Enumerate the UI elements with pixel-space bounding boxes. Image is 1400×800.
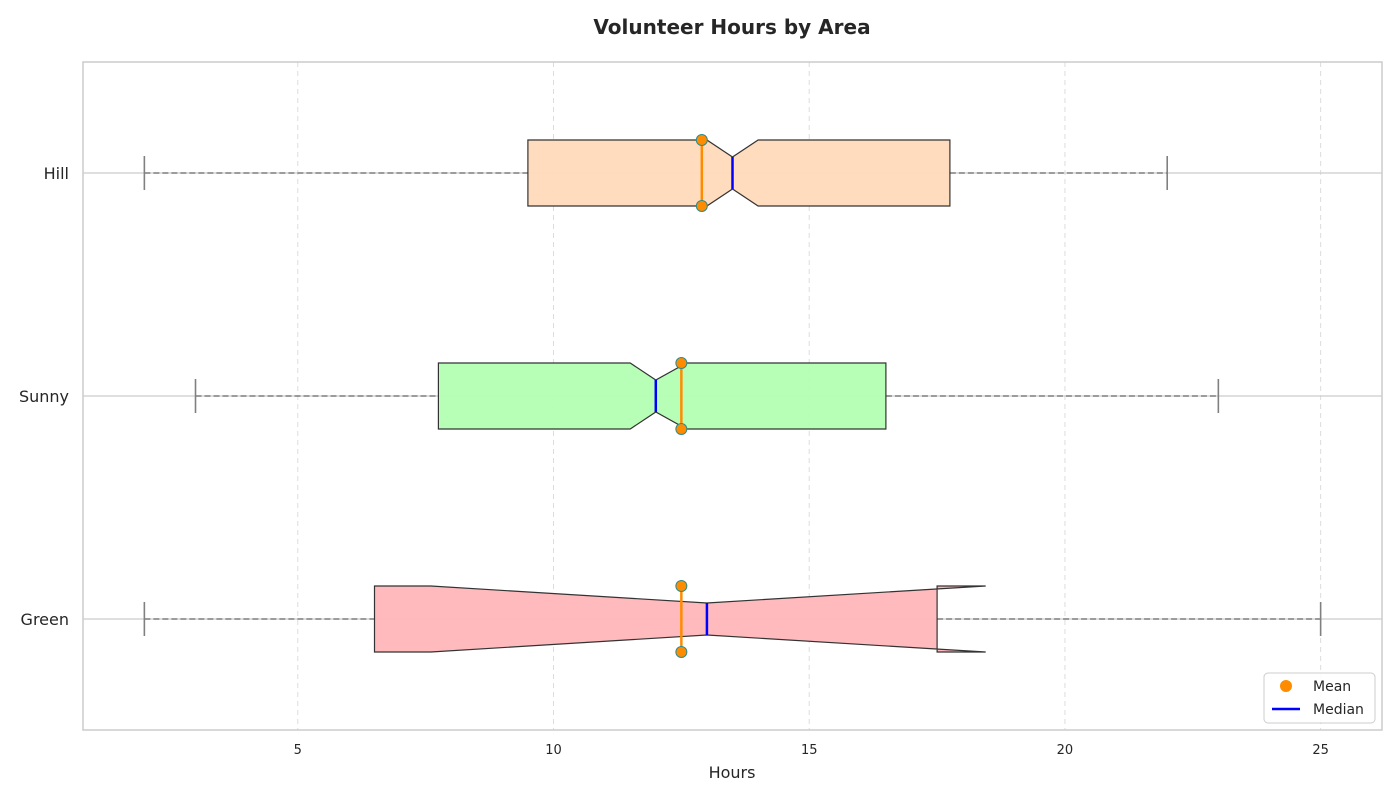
mean-marker — [675, 357, 688, 369]
x-tick-label: 20 — [1057, 743, 1074, 758]
x-axis-label: Hours — [709, 763, 756, 782]
mean-marker — [675, 580, 688, 592]
box-sunny — [194, 357, 1220, 435]
notched-box — [437, 362, 887, 430]
legend-label: Median — [1313, 702, 1364, 718]
legend-marker-mean — [1280, 680, 1292, 692]
box-green — [143, 580, 1322, 658]
plot-frame — [82, 61, 1383, 731]
chart-title: Volunteer Hours by Area — [593, 15, 870, 39]
x-tick-label: 5 — [294, 743, 302, 758]
x-axis-ticks: 5 10 15 20 25 — [294, 743, 1329, 758]
mean-marker — [695, 134, 708, 146]
notched-box — [527, 139, 951, 207]
mean-marker — [695, 200, 708, 212]
legend-label: Mean — [1313, 679, 1351, 695]
x-tick-label: 25 — [1312, 743, 1329, 758]
y-tick-label: Green — [21, 610, 69, 629]
box-hill — [143, 134, 1169, 212]
x-tick-label: 15 — [801, 743, 818, 758]
box-series — [143, 134, 1322, 658]
mean-marker — [675, 646, 688, 658]
legend: Mean Median — [1263, 672, 1376, 724]
x-tick-label: 10 — [545, 743, 562, 758]
y-tick-label: Sunny — [19, 387, 69, 406]
mean-marker — [675, 423, 688, 435]
y-tick-label: Hill — [44, 164, 69, 183]
notched-box — [373, 585, 986, 653]
y-axis-ticks: Hill Sunny Green — [19, 164, 69, 629]
